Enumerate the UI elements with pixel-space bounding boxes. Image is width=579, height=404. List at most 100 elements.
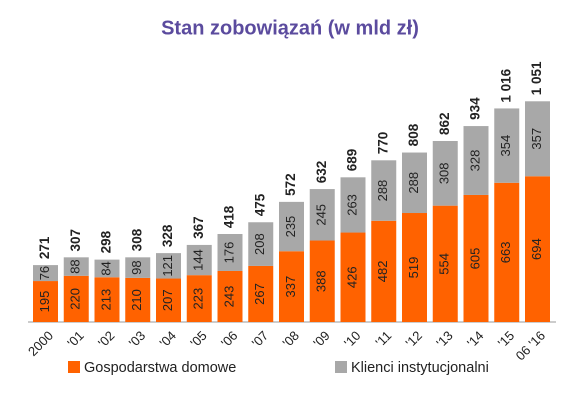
x-tick-label: '07: [249, 328, 272, 351]
segment-label: 288: [406, 172, 421, 194]
segment-label: 263: [344, 194, 359, 216]
bar-segment: [94, 259, 120, 278]
segment-label: 213: [98, 289, 113, 311]
x-tick-label: '06: [218, 328, 241, 351]
total-label: 308: [129, 228, 144, 251]
segment-label: 220: [68, 288, 83, 310]
segment-label: 176: [221, 242, 236, 264]
bar-segment: [279, 201, 304, 252]
bar-segment: [217, 234, 243, 271]
bar-segment: [156, 253, 181, 279]
x-tick-label: '08: [279, 328, 302, 351]
bar-segment: [63, 275, 89, 322]
x-tick-label: '11: [372, 328, 394, 350]
total-label: 475: [252, 193, 267, 216]
x-tick-label: '12: [402, 328, 425, 351]
bar-segment: [217, 270, 243, 322]
legend-label: Klienci instytucjonalni: [351, 360, 489, 376]
segment-label: 121: [160, 255, 175, 277]
segment-label: 208: [252, 233, 267, 255]
segment-label: 195: [37, 291, 52, 313]
bar-segment: [525, 101, 550, 177]
bar-segment: [279, 251, 304, 322]
x-tick-label: '01: [64, 328, 87, 351]
bar-segment: [186, 275, 212, 322]
bar-segment: [494, 108, 520, 183]
x-tick-label: '04: [156, 328, 179, 351]
segment-label: 245: [314, 204, 329, 226]
x-tick-label: 2000: [25, 328, 56, 359]
bar-segment: [432, 140, 458, 206]
bar-segment: [402, 152, 427, 214]
total-label: 367: [191, 216, 206, 239]
segment-label: 223: [191, 288, 206, 310]
segment-label: 243: [221, 286, 236, 308]
bar-segment: [33, 265, 58, 282]
segment-label: 267: [252, 283, 267, 305]
segment-label: 98: [129, 260, 144, 274]
total-label: 307: [68, 229, 83, 252]
total-label: 770: [375, 132, 390, 155]
segment-label: 207: [160, 289, 175, 311]
bar-segment: [402, 213, 427, 322]
total-label: 862: [437, 112, 452, 135]
bar-segment: [94, 277, 120, 322]
x-tick-label: '13: [433, 328, 456, 351]
bar-segment: [525, 176, 550, 322]
segment-label: 694: [529, 238, 544, 260]
x-tick-label: '15: [495, 328, 518, 351]
total-label: 632: [314, 161, 329, 184]
segment-label: 76: [37, 266, 52, 280]
x-tick-label: '02: [95, 328, 118, 351]
total-label: 808: [406, 123, 421, 146]
segment-label: 144: [191, 249, 206, 271]
bar-segment: [340, 232, 366, 322]
segment-label: 337: [283, 276, 298, 298]
segment-label: 605: [467, 248, 482, 270]
bar-segment: [125, 277, 151, 322]
segment-label: 663: [498, 242, 513, 264]
segment-label: 354: [498, 135, 513, 157]
legend-label: Gospodarstwa domowe: [84, 360, 236, 376]
bar-segment: [186, 244, 212, 276]
segment-label: 84: [98, 261, 113, 275]
segment-label: 210: [129, 289, 144, 311]
segment-label: 308: [437, 162, 452, 184]
x-tick-label: 06 '16: [513, 328, 548, 363]
total-label: 689: [345, 149, 360, 172]
bar-segment: [248, 222, 274, 266]
segment-label: 554: [437, 253, 452, 275]
total-label: 271: [37, 236, 52, 259]
total-label: 418: [222, 205, 237, 228]
bar-segment: [63, 257, 89, 276]
total-label: 1 051: [529, 61, 544, 95]
bar-segment: [463, 126, 489, 195]
legend-swatch: [68, 361, 80, 373]
bar-segment: [248, 265, 274, 322]
bar-segment: [125, 257, 151, 278]
bar-segment: [309, 240, 335, 322]
bar-segment: [156, 278, 181, 322]
x-tick-label: '09: [310, 328, 333, 351]
total-label: 328: [160, 224, 175, 247]
segment-label: 482: [375, 261, 390, 283]
segment-label: 388: [314, 270, 329, 292]
x-tick-label: '14: [464, 328, 487, 351]
bar-segment: [463, 194, 489, 322]
bar-segment: [371, 220, 397, 322]
bar-segment: [494, 182, 520, 322]
total-label: 934: [468, 97, 483, 120]
bar-segment: [371, 160, 397, 221]
x-tick-label: '10: [341, 328, 364, 351]
total-label: 572: [283, 173, 298, 196]
bar-segment: [33, 281, 58, 322]
bar-segment: [309, 189, 335, 241]
segment-label: 519: [406, 257, 421, 279]
segment-label: 88: [68, 259, 83, 273]
total-label: 298: [99, 230, 114, 253]
segment-label: 288: [375, 180, 390, 202]
x-tick-label: '05: [187, 328, 210, 351]
x-tick-label: '03: [126, 328, 149, 351]
segment-label: 426: [344, 266, 359, 288]
